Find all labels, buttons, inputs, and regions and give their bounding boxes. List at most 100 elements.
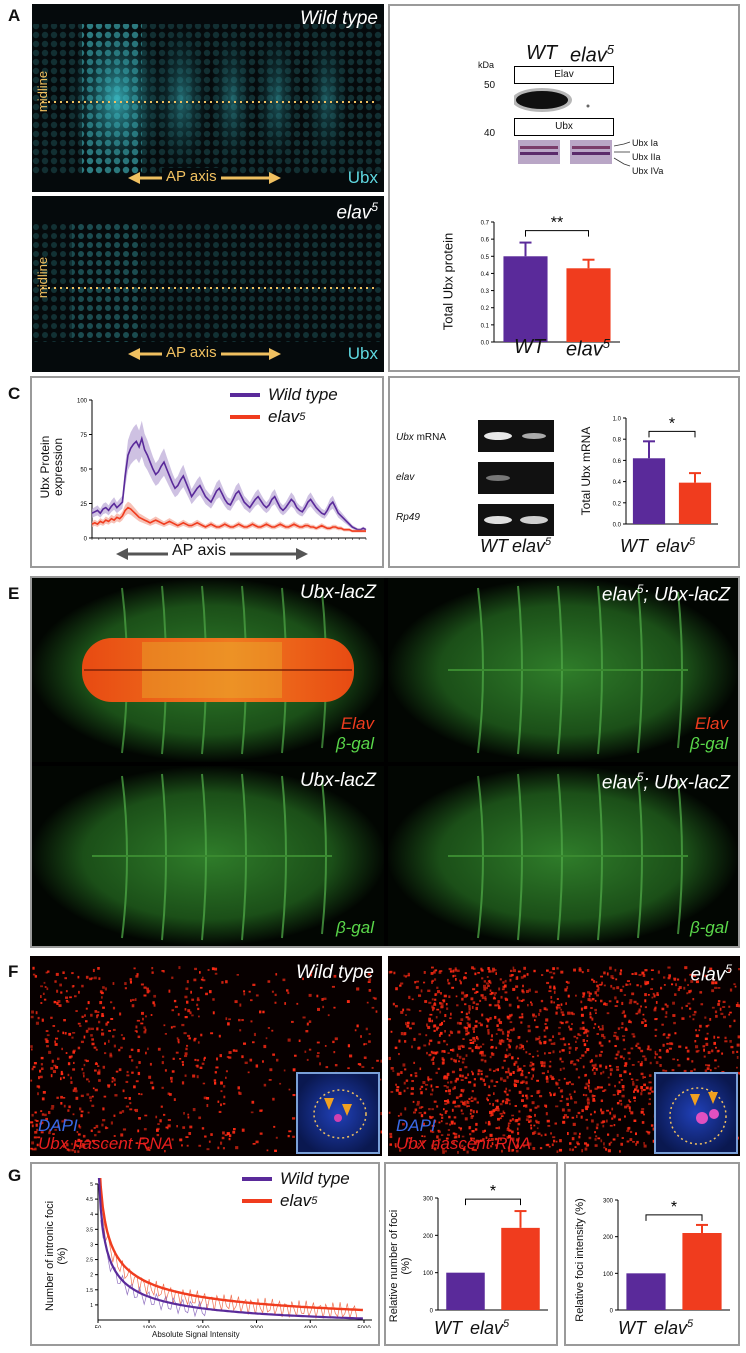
significance-bracket [645,1214,703,1221]
rna-focus [619,988,623,992]
wildtype-title: Wild type [300,8,378,29]
rna-focus [438,1033,441,1037]
rna-focus [454,1105,457,1108]
rna-focus [468,1047,472,1050]
rna-focus [618,1090,621,1093]
rna-focus [527,1029,531,1033]
rna-focus [500,995,503,999]
rna-focus [465,1016,469,1019]
chart-c-legend: Wild type elav 5 [230,384,338,428]
ubx-western-bands [518,140,612,164]
rna-focus [203,1096,207,1100]
rna-focus [641,1108,645,1111]
rna-focus [729,1040,732,1043]
rna-focus [39,1122,42,1125]
rna-focus [324,1045,327,1047]
rna-focus [481,977,484,980]
rna-focus [202,976,204,979]
rna-focus [390,1067,394,1070]
rna-focus [411,1080,414,1083]
rna-focus [633,1000,637,1004]
rna-focus [446,1101,450,1104]
rna-focus [399,1112,403,1116]
rna-focus [465,1029,469,1033]
rna-focus [606,1012,610,1015]
rna-focus [292,1117,296,1120]
rna-focus [626,1130,630,1132]
rna-focus [619,1150,621,1153]
rna-focus [533,1124,536,1127]
rna-focus [552,967,555,971]
rna-focus [108,1030,112,1032]
rna-focus [665,1011,668,1015]
rna-focus [666,1004,669,1008]
rna-focus [601,1024,604,1028]
rna-focus [489,989,492,992]
rna-focus [458,1126,461,1129]
rna-focus [534,1113,536,1117]
rna-focus [454,1079,458,1083]
rna-focus [485,982,490,985]
rna-focus [97,967,100,970]
rna-focus [728,969,731,973]
rna-focus [589,1089,593,1093]
x-tick-label: 3000 [250,1326,264,1328]
rna-focus [361,1065,365,1068]
rna-focus [532,1055,535,1058]
y-tick-label: 25 [80,502,87,508]
rna-focus [171,1070,175,1073]
rna-focus [511,1130,514,1134]
rna-focus [416,1100,420,1104]
y-tick-label: 0.8 [613,438,622,444]
rna-focus [489,1114,493,1117]
bar-wt [503,256,548,342]
rna-focus [603,971,606,975]
rna-focus [577,1143,580,1146]
rna-focus [640,1005,642,1008]
rna-focus [715,1014,718,1018]
rna-focus [453,1122,456,1125]
rna-focus [203,1057,206,1061]
rna-focus [462,1038,465,1040]
gel-label-rp49: Rp49 [396,512,420,523]
rna-focus [591,1064,595,1067]
rna-focus [400,1010,404,1014]
rna-focus [446,1043,449,1046]
rna-focus [57,1030,60,1033]
rna-focus [649,1087,652,1091]
rna-focus [703,1055,706,1058]
rna-focus [532,1013,535,1017]
rna-focus [440,1002,444,1006]
rna-focus [449,1080,453,1084]
rna-focus [179,1058,182,1060]
rna-focus [540,999,544,1003]
rna-focus [623,994,627,996]
rna-focus [502,1030,504,1034]
rna-focus [182,1126,186,1129]
rna-focus [81,1015,84,1018]
rna-focus [376,1059,379,1062]
rna-focus [41,1113,45,1116]
rna-focus [223,1085,226,1088]
rna-focus [613,1124,616,1127]
rna-focus [518,1046,522,1050]
rna-focus [529,1142,532,1146]
gel-xlabel-wt: WT [480,536,508,556]
rna-focus [498,1126,501,1130]
rna-focus [532,1147,536,1150]
rna-focus [697,1049,700,1052]
rna-focus [576,1037,579,1040]
rna-focus [432,1056,435,1059]
rna-focus [206,1104,209,1108]
rna-focus [490,1052,494,1055]
rna-focus [445,1090,448,1093]
rna-focus [167,1119,171,1121]
rna-focus [629,999,633,1003]
rna-focus [30,1045,33,1048]
rna-focus [437,990,440,994]
rna-focus [519,1043,523,1046]
rna-focus [136,973,139,976]
rna-focus [85,1059,89,1063]
y-tick-label: 0.1 [481,323,490,329]
rna-focus [439,1031,443,1035]
